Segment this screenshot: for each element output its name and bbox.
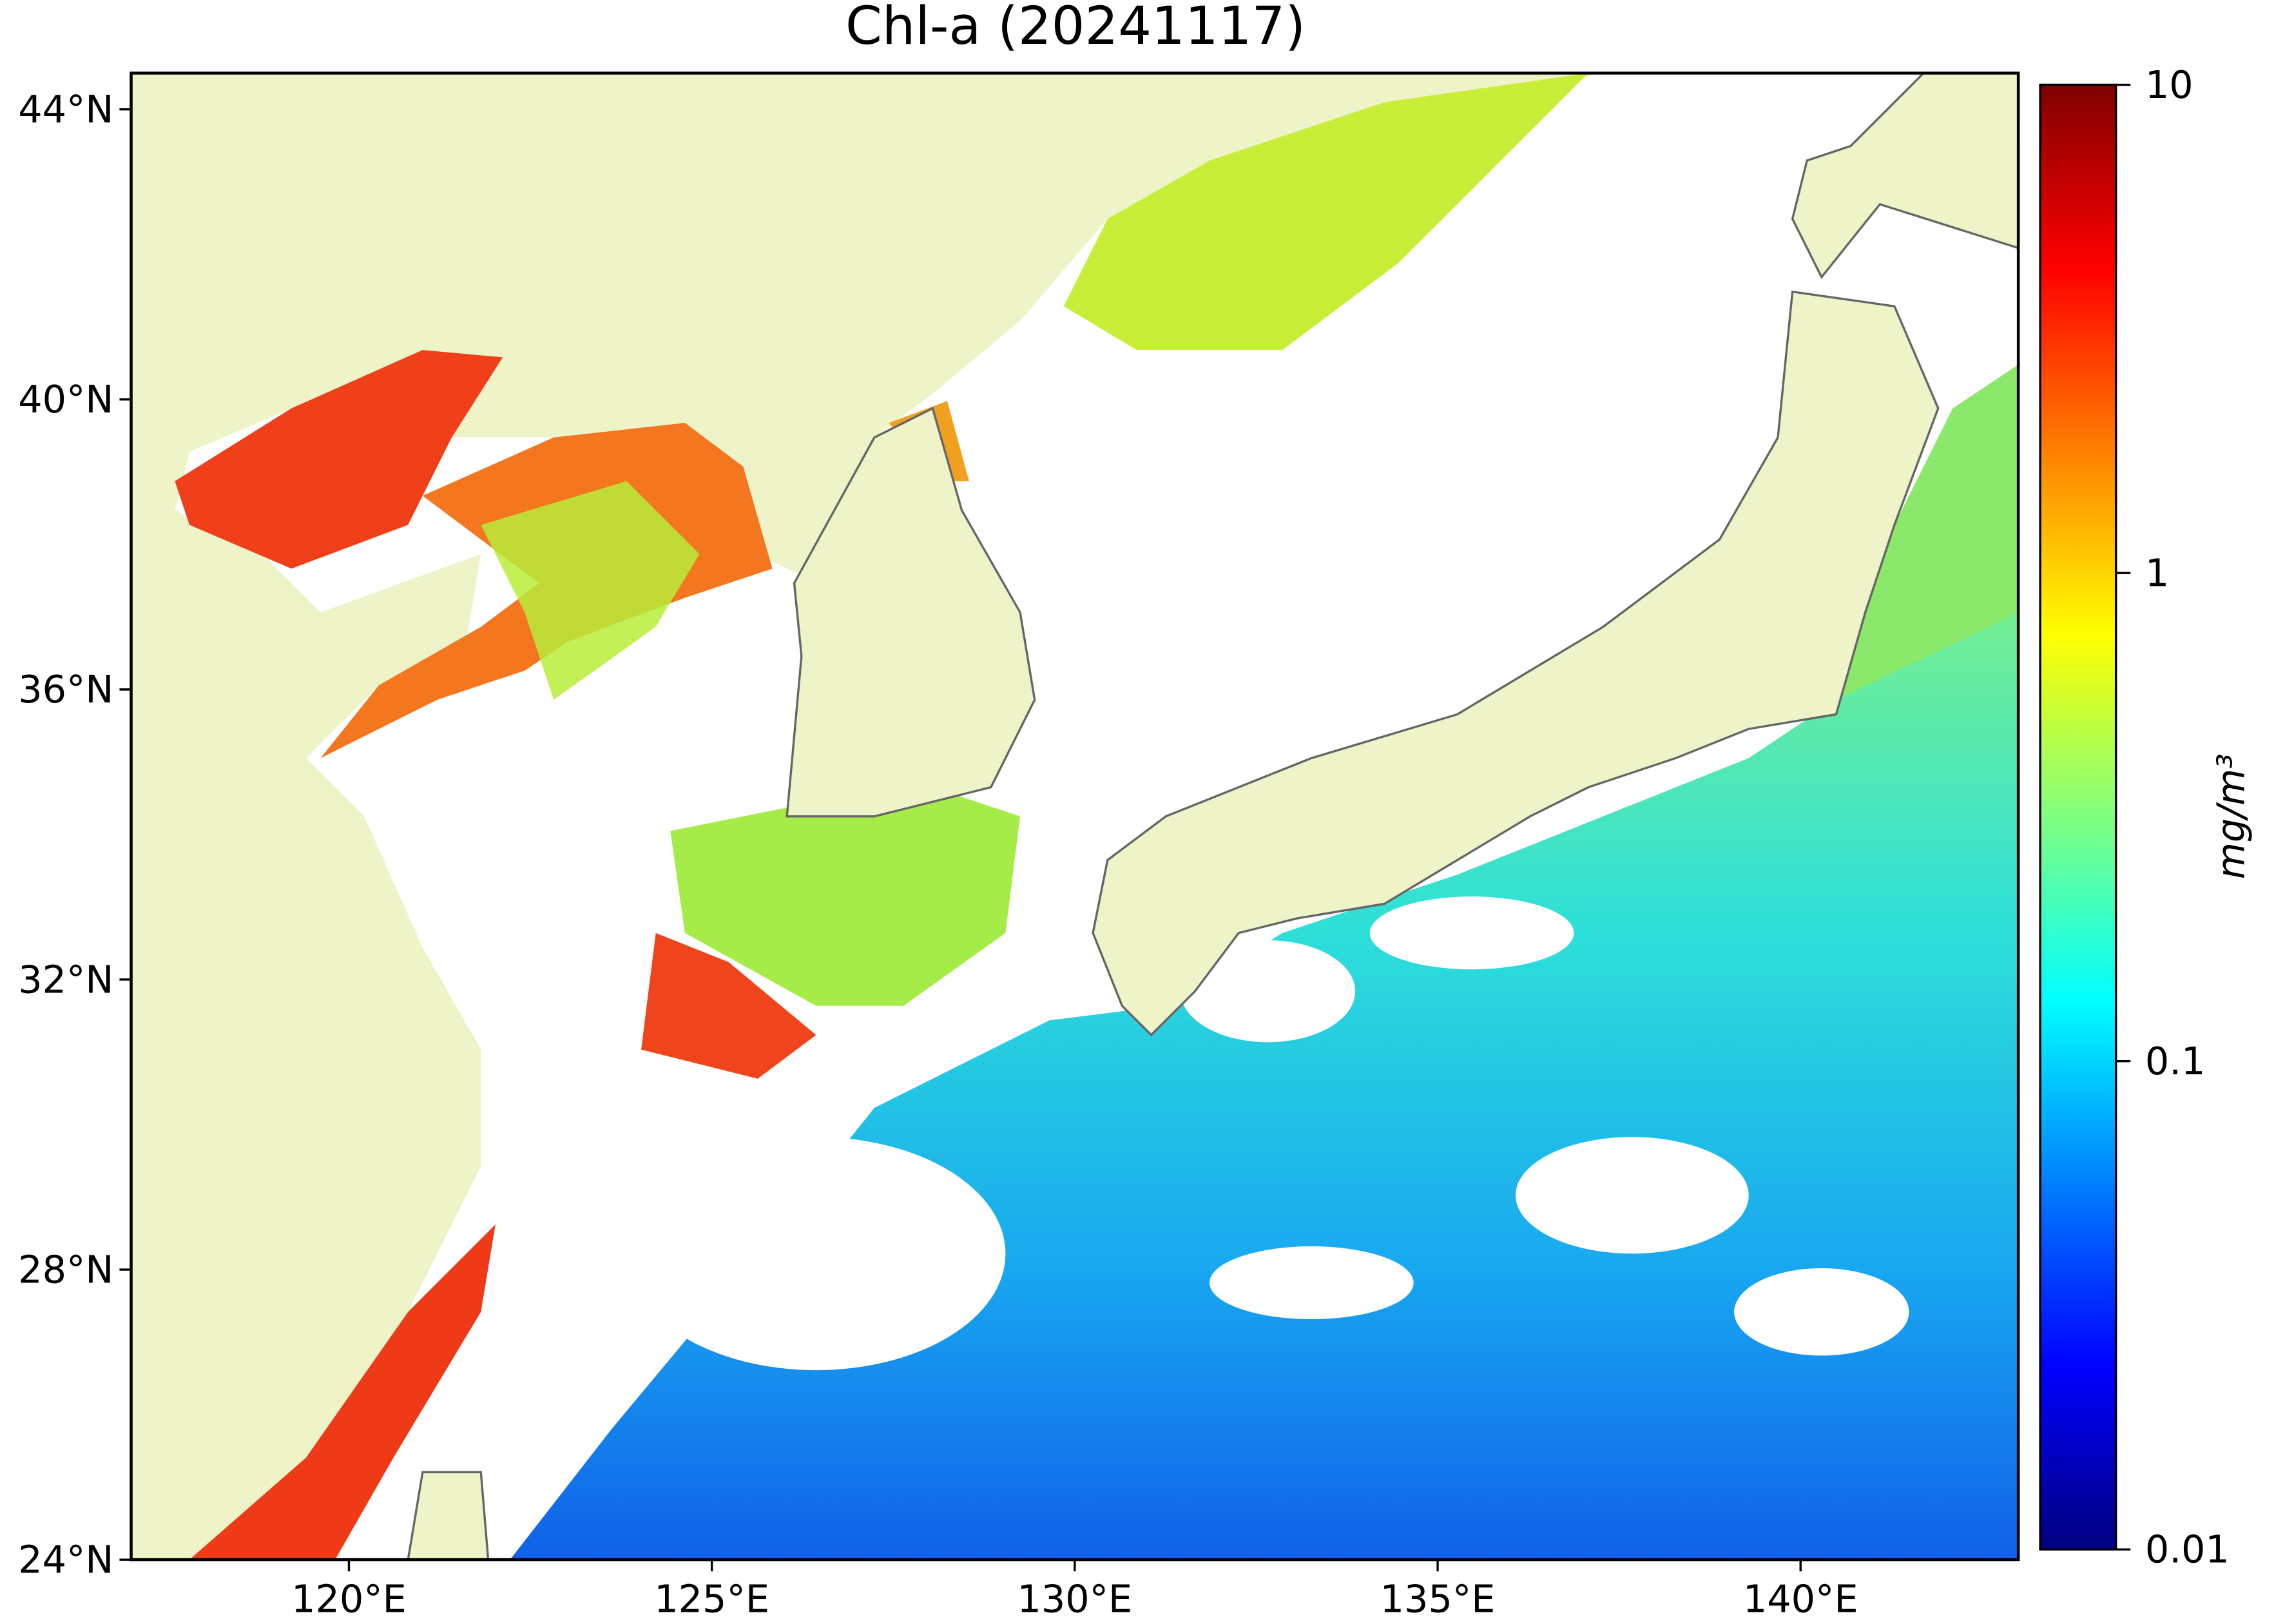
chl-ecs-red [641, 933, 816, 1079]
x-tick-label: 135°E [1380, 1577, 1496, 1621]
x-tick-label: 125°E [654, 1577, 769, 1621]
cloud [1210, 1246, 1414, 1319]
cloud [1734, 1268, 1909, 1356]
land-korea [786, 407, 1036, 818]
y-tick-label: 36°N [18, 667, 113, 711]
chart-title: Chl-a (20241117) [845, 0, 1306, 57]
chl-ne [1836, 364, 2019, 700]
y-tick-label: 32°N [18, 957, 113, 1001]
y-tick-label: 28°N [18, 1247, 113, 1291]
cloud [1180, 940, 1356, 1043]
chl-yellow-sea-mid [481, 481, 700, 700]
land-hokkaido [1791, 73, 2019, 280]
land-japan [1092, 290, 1940, 1037]
x-tick-label: 130°E [1017, 1577, 1132, 1621]
x-tick-label: 120°E [291, 1577, 407, 1621]
y-tick-label: 24°N [18, 1537, 113, 1581]
chl-bohai [175, 350, 503, 569]
chl-n-korea [1063, 73, 1589, 351]
chl-ecs-green [670, 787, 1021, 1006]
y-tick-label: 40°N [18, 377, 113, 421]
y-tick-label: 44°N [18, 87, 113, 131]
colorbar-tick-label: 0.1 [2145, 1039, 2205, 1083]
colorbar-tick-label: 10 [2145, 63, 2193, 107]
colorbar-tick-label: 1 [2145, 550, 2169, 595]
colorbar-tick-label: 0.01 [2145, 1527, 2230, 1572]
map [131, 73, 2019, 1560]
cloud [1515, 1137, 1749, 1254]
cloud [626, 1137, 1006, 1371]
land-taiwan [407, 1471, 490, 1560]
cloud [1369, 896, 1574, 970]
colorbar-label: mg/m³ [2209, 753, 2253, 879]
x-tick-label: 140°E [1743, 1577, 1858, 1621]
cloud [539, 1049, 715, 1371]
colorbar [2039, 83, 2117, 1551]
chl-zhejiang [189, 1224, 496, 1560]
